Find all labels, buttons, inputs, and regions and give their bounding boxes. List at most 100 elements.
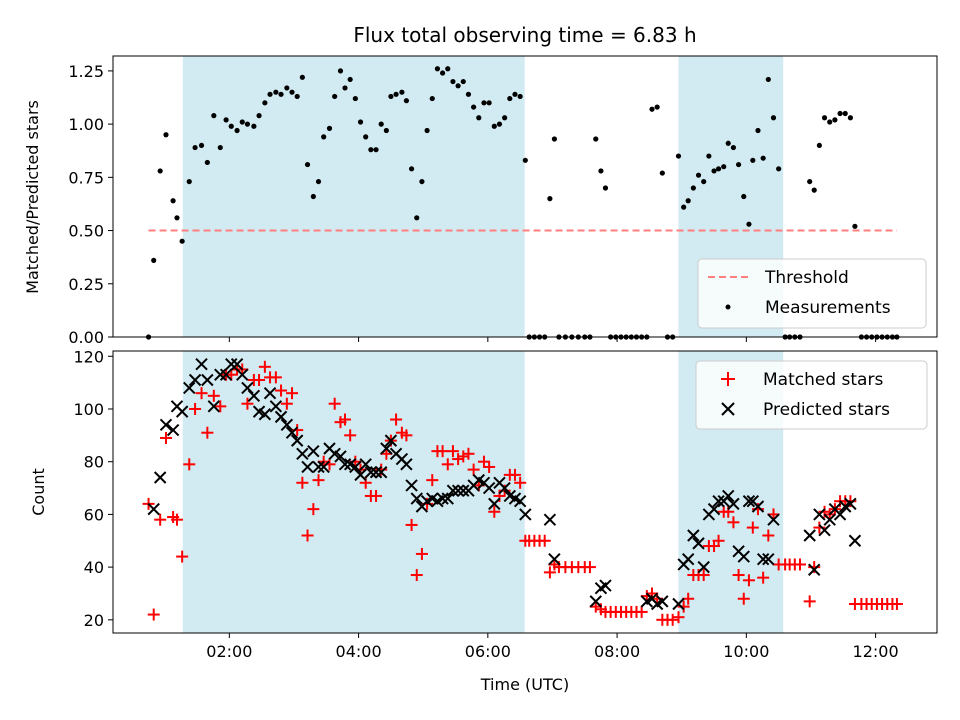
measurement-point xyxy=(681,204,687,210)
measurement-point xyxy=(424,127,430,134)
matched-star-point xyxy=(488,505,501,518)
measurement-point xyxy=(299,74,305,80)
matched-star-point xyxy=(426,474,439,487)
measurement-point xyxy=(776,166,782,172)
predicted-star-point xyxy=(672,597,685,611)
measurement-point xyxy=(649,106,655,112)
matched-star-point xyxy=(436,445,449,458)
measurement-point xyxy=(352,95,358,102)
predicted-star-point xyxy=(236,368,249,381)
measurement-point xyxy=(711,168,717,174)
predicted-star-point xyxy=(767,513,780,526)
matched-star-point xyxy=(344,429,357,442)
measurement-point xyxy=(403,98,410,104)
matched-star-point xyxy=(483,460,496,473)
measurement-point xyxy=(342,85,348,91)
measurement-point xyxy=(278,91,284,97)
measurement-point xyxy=(289,89,295,95)
predicted-star-point xyxy=(225,357,238,371)
matched-star-point xyxy=(808,561,821,574)
matched-star-point xyxy=(672,611,685,624)
matched-star-point xyxy=(452,453,465,466)
measurement-point xyxy=(486,100,492,106)
bottom-y-tick-label: 80 xyxy=(84,453,104,472)
predicted-star-point xyxy=(195,357,208,371)
measurement-point xyxy=(174,215,180,221)
measurement-point xyxy=(363,134,369,140)
measurement-point xyxy=(547,196,553,202)
predicted-star-point xyxy=(364,466,378,479)
measurement-point xyxy=(157,168,163,174)
measurement-point xyxy=(602,185,609,191)
matched-star-point xyxy=(307,503,320,516)
measurement-point xyxy=(284,85,290,91)
x-tick-label: 10:00 xyxy=(723,642,769,661)
measurement-point xyxy=(811,187,817,193)
matched-star-point xyxy=(742,574,755,587)
measurement-point xyxy=(228,123,234,129)
measurement-point xyxy=(239,119,245,125)
measurement-point xyxy=(170,198,176,204)
matched-star-point xyxy=(543,566,556,579)
bottom-y-tick-label: 120 xyxy=(73,347,104,366)
measurement-point xyxy=(522,157,528,163)
matched-star-point xyxy=(296,476,309,489)
top-shaded-regions xyxy=(182,56,784,337)
matched-star-point xyxy=(757,571,770,584)
measurement-point xyxy=(414,215,420,221)
matched-star-point xyxy=(462,447,475,460)
measurement-point xyxy=(460,78,466,85)
measurement-point xyxy=(507,95,513,102)
measurement-point xyxy=(735,161,742,168)
measurement-point xyxy=(419,178,425,185)
measurement-point xyxy=(471,104,477,110)
predicted-star-point xyxy=(269,400,283,413)
x-tick-label: 08:00 xyxy=(594,642,640,661)
predicted-star-point xyxy=(183,381,196,395)
matched-star-point xyxy=(405,518,418,531)
measurement-point xyxy=(551,136,558,142)
legend-measurements-swatch xyxy=(725,304,731,310)
predicted-star-point xyxy=(400,458,413,471)
bottom-y-tick-label: 40 xyxy=(84,558,104,577)
measurement-point xyxy=(163,132,169,138)
measurement-point xyxy=(429,95,435,102)
top-y-tick-label: 1.00 xyxy=(68,115,104,134)
count-panel: 20 40 60 80 100 120 02:00 04:00 06:00 08:00 10:00… xyxy=(29,347,938,694)
matched-star-point xyxy=(793,558,806,571)
predicted-star-point xyxy=(380,442,393,455)
predicted-star-point xyxy=(446,484,460,497)
measurement-point xyxy=(755,127,761,134)
measurement-points xyxy=(145,66,900,340)
predicted-star-point xyxy=(147,502,160,516)
predicted-star-point xyxy=(285,426,299,439)
predicted-star-point xyxy=(307,444,320,458)
predicted-star-point xyxy=(338,458,352,471)
matched-star-point xyxy=(813,521,826,534)
predicted-star-point xyxy=(359,458,372,471)
predicted-star-point xyxy=(513,495,527,508)
matched-star-point xyxy=(890,598,903,611)
legend-measurements-label: Measurements xyxy=(765,298,891,318)
predicted-star-point xyxy=(296,447,309,460)
measurement-point xyxy=(204,159,210,166)
measurement-point xyxy=(481,100,487,106)
predicted-star-point xyxy=(727,497,740,511)
predicted-star-point xyxy=(823,513,836,526)
matched-star-point xyxy=(732,569,745,582)
predicted-star-point xyxy=(258,408,272,421)
measurement-point xyxy=(321,134,327,140)
matched-star-point xyxy=(195,387,208,400)
predicted-star-point xyxy=(756,552,770,566)
predicted-star-point xyxy=(247,389,261,403)
predicted-star-point xyxy=(214,368,227,381)
bottom-shaded-interval-0 xyxy=(182,351,525,633)
matched-star-point xyxy=(253,373,266,386)
predicted-star-point xyxy=(722,489,735,503)
bottom-x-ticks: 02:00 04:00 06:00 08:00 10:00 12:00 xyxy=(206,633,899,661)
predicted-star-point xyxy=(519,508,532,521)
matched-star-point xyxy=(508,468,521,481)
predicted-star-point xyxy=(803,529,816,542)
measurement-point xyxy=(491,123,497,129)
predicted-star-point xyxy=(697,560,710,574)
